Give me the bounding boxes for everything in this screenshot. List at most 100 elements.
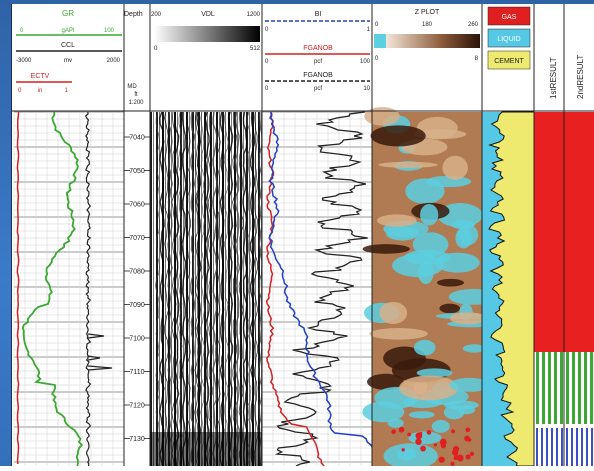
zplot-blob: [399, 375, 459, 401]
result1-stripe: [551, 428, 553, 466]
vdl-min: 200: [151, 12, 162, 18]
zplot-blob: [435, 252, 480, 273]
track4-header[interactable]: BI 0 1 FGANOB 0 pcf 100 FGANOB 0 pcf 10: [265, 11, 371, 92]
zplot-scale-lo: 0: [375, 56, 379, 62]
depth-header[interactable]: Depth MD ft 1:200: [124, 11, 144, 106]
vdl-stripe: [171, 111, 177, 467]
zplot-blob: [439, 303, 461, 314]
vdl-stripe: [181, 111, 187, 467]
zplot-blob: [364, 107, 400, 126]
depth-tick-label: 7080: [129, 269, 145, 276]
result2-stripe: [566, 352, 569, 424]
vdl-stripe: [246, 111, 252, 467]
first-result-label: 1stRESULT: [549, 57, 558, 99]
zplot-blob: [408, 411, 435, 419]
interpretation-legend[interactable]: GAS LIQUID CEMENT: [487, 6, 531, 70]
zplot-blob: [379, 301, 408, 325]
depth-ticks: 7040 7050 7060 7070 7080 7090 7100 7110 7120 7130: [124, 135, 150, 443]
zplot-blob: [437, 278, 465, 287]
zplot-blob: [369, 328, 428, 340]
gr-max: 100: [104, 28, 115, 34]
vdl-stripe: [177, 111, 183, 467]
vdl-stripe: [189, 111, 196, 467]
md-label: MD: [127, 84, 137, 90]
fgan2-min: 0: [265, 86, 269, 92]
second-result-track[interactable]: [564, 112, 594, 466]
ccl-min: -3000: [16, 58, 32, 64]
zplot-blob: [387, 418, 404, 428]
ectv-unit: in: [38, 88, 43, 94]
legend-gas-swatch: [487, 6, 531, 26]
zplot-blob: [362, 244, 410, 254]
first-result-track[interactable]: [534, 112, 564, 466]
result1-stripe: [556, 428, 558, 466]
zplot-gas-dot: [465, 454, 471, 460]
zplot-blob: [420, 203, 439, 226]
result1-stripe: [542, 352, 545, 424]
vdl-stripe: [249, 111, 256, 467]
vdl-stripe: [234, 111, 241, 467]
gr-unit: gAPI: [61, 28, 74, 34]
result1-stripe: [548, 352, 551, 424]
vdl-stripe: [219, 111, 225, 467]
vdl-stripe: [253, 111, 259, 467]
bi-name: BI: [315, 11, 322, 18]
second-result-label: 2ndRESULT: [576, 55, 585, 99]
vdl-header[interactable]: 200 VDL 1200 0 512: [151, 11, 261, 52]
depth-tick-label: 7090: [129, 302, 145, 309]
vdl-stripe: [155, 111, 161, 467]
zplot-mid: 180: [422, 22, 433, 28]
zplot-gas-dot: [456, 454, 464, 462]
vdl-bands: [150, 111, 264, 467]
result1-gas-zone: [534, 112, 564, 352]
ectv-min: 0: [18, 88, 22, 94]
result1-stripe: [554, 352, 557, 424]
ectv-max: 1: [65, 88, 69, 94]
zplot-gas-dot: [451, 429, 456, 434]
ccl-curve: [84, 111, 113, 467]
legend-liquid-label: LIQUID: [497, 36, 520, 43]
vdl-color-scale: [154, 26, 260, 42]
zplot-blob: [413, 339, 436, 356]
zplot-blob: [431, 419, 450, 433]
fgan2-max: 10: [363, 86, 370, 92]
depth-tick-label: 7100: [129, 336, 145, 343]
zplot-gas-dot: [415, 438, 422, 445]
zplot-gas-dot: [407, 432, 411, 437]
log-canvas: GR 0 gAPI 100 CCL -3000 mv 2000 ECTV 0 i…: [12, 4, 594, 469]
fgan2-name: FGANOB: [303, 72, 333, 79]
vdl-stripe: [257, 112, 264, 467]
depth-header-label: Depth: [124, 11, 143, 18]
zplot-gas-dot: [433, 443, 438, 447]
vdl-stripe: [194, 111, 199, 467]
ccl-unit: mv: [64, 58, 72, 64]
md-unit: ft: [134, 92, 138, 98]
result1-stripe: [560, 352, 563, 424]
zplot-header[interactable]: Z PLOT 0 180 260 0 8: [374, 9, 480, 62]
result2-stripe: [591, 428, 593, 466]
depth-track[interactable]: [124, 112, 150, 466]
zplot-blob: [457, 224, 479, 246]
depth-tick-label: 7130: [129, 436, 145, 443]
zplot-cyan-swatch: [374, 34, 386, 48]
zplot-gas-dot: [401, 448, 405, 452]
zplot-min: 0: [375, 22, 379, 28]
bi-min: 0: [265, 27, 269, 33]
fgan1-min: 0: [265, 59, 269, 65]
zplot-blob: [416, 368, 453, 378]
track1-header[interactable]: GR 0 gAPI 100 CCL -3000 mv 2000 ECTV 0 i…: [16, 9, 122, 94]
vdl-stripe: [207, 111, 213, 467]
depth-tick-label: 7040: [129, 135, 145, 142]
vdl-stripe: [223, 111, 229, 467]
result1-stripe: [536, 352, 539, 424]
result1-stripe: [546, 428, 548, 466]
zplot-gas-dot: [438, 456, 445, 463]
zplot-gas-dot: [465, 427, 471, 433]
zplot-max: 260: [468, 22, 479, 28]
result-headers[interactable]: 1stRESULT 2ndRESULT: [549, 55, 585, 99]
zplot-blob: [412, 232, 449, 257]
fgan1-max: 100: [360, 59, 371, 65]
vdl-stripe: [163, 111, 170, 467]
fgan2-unit: pcf: [314, 86, 322, 92]
